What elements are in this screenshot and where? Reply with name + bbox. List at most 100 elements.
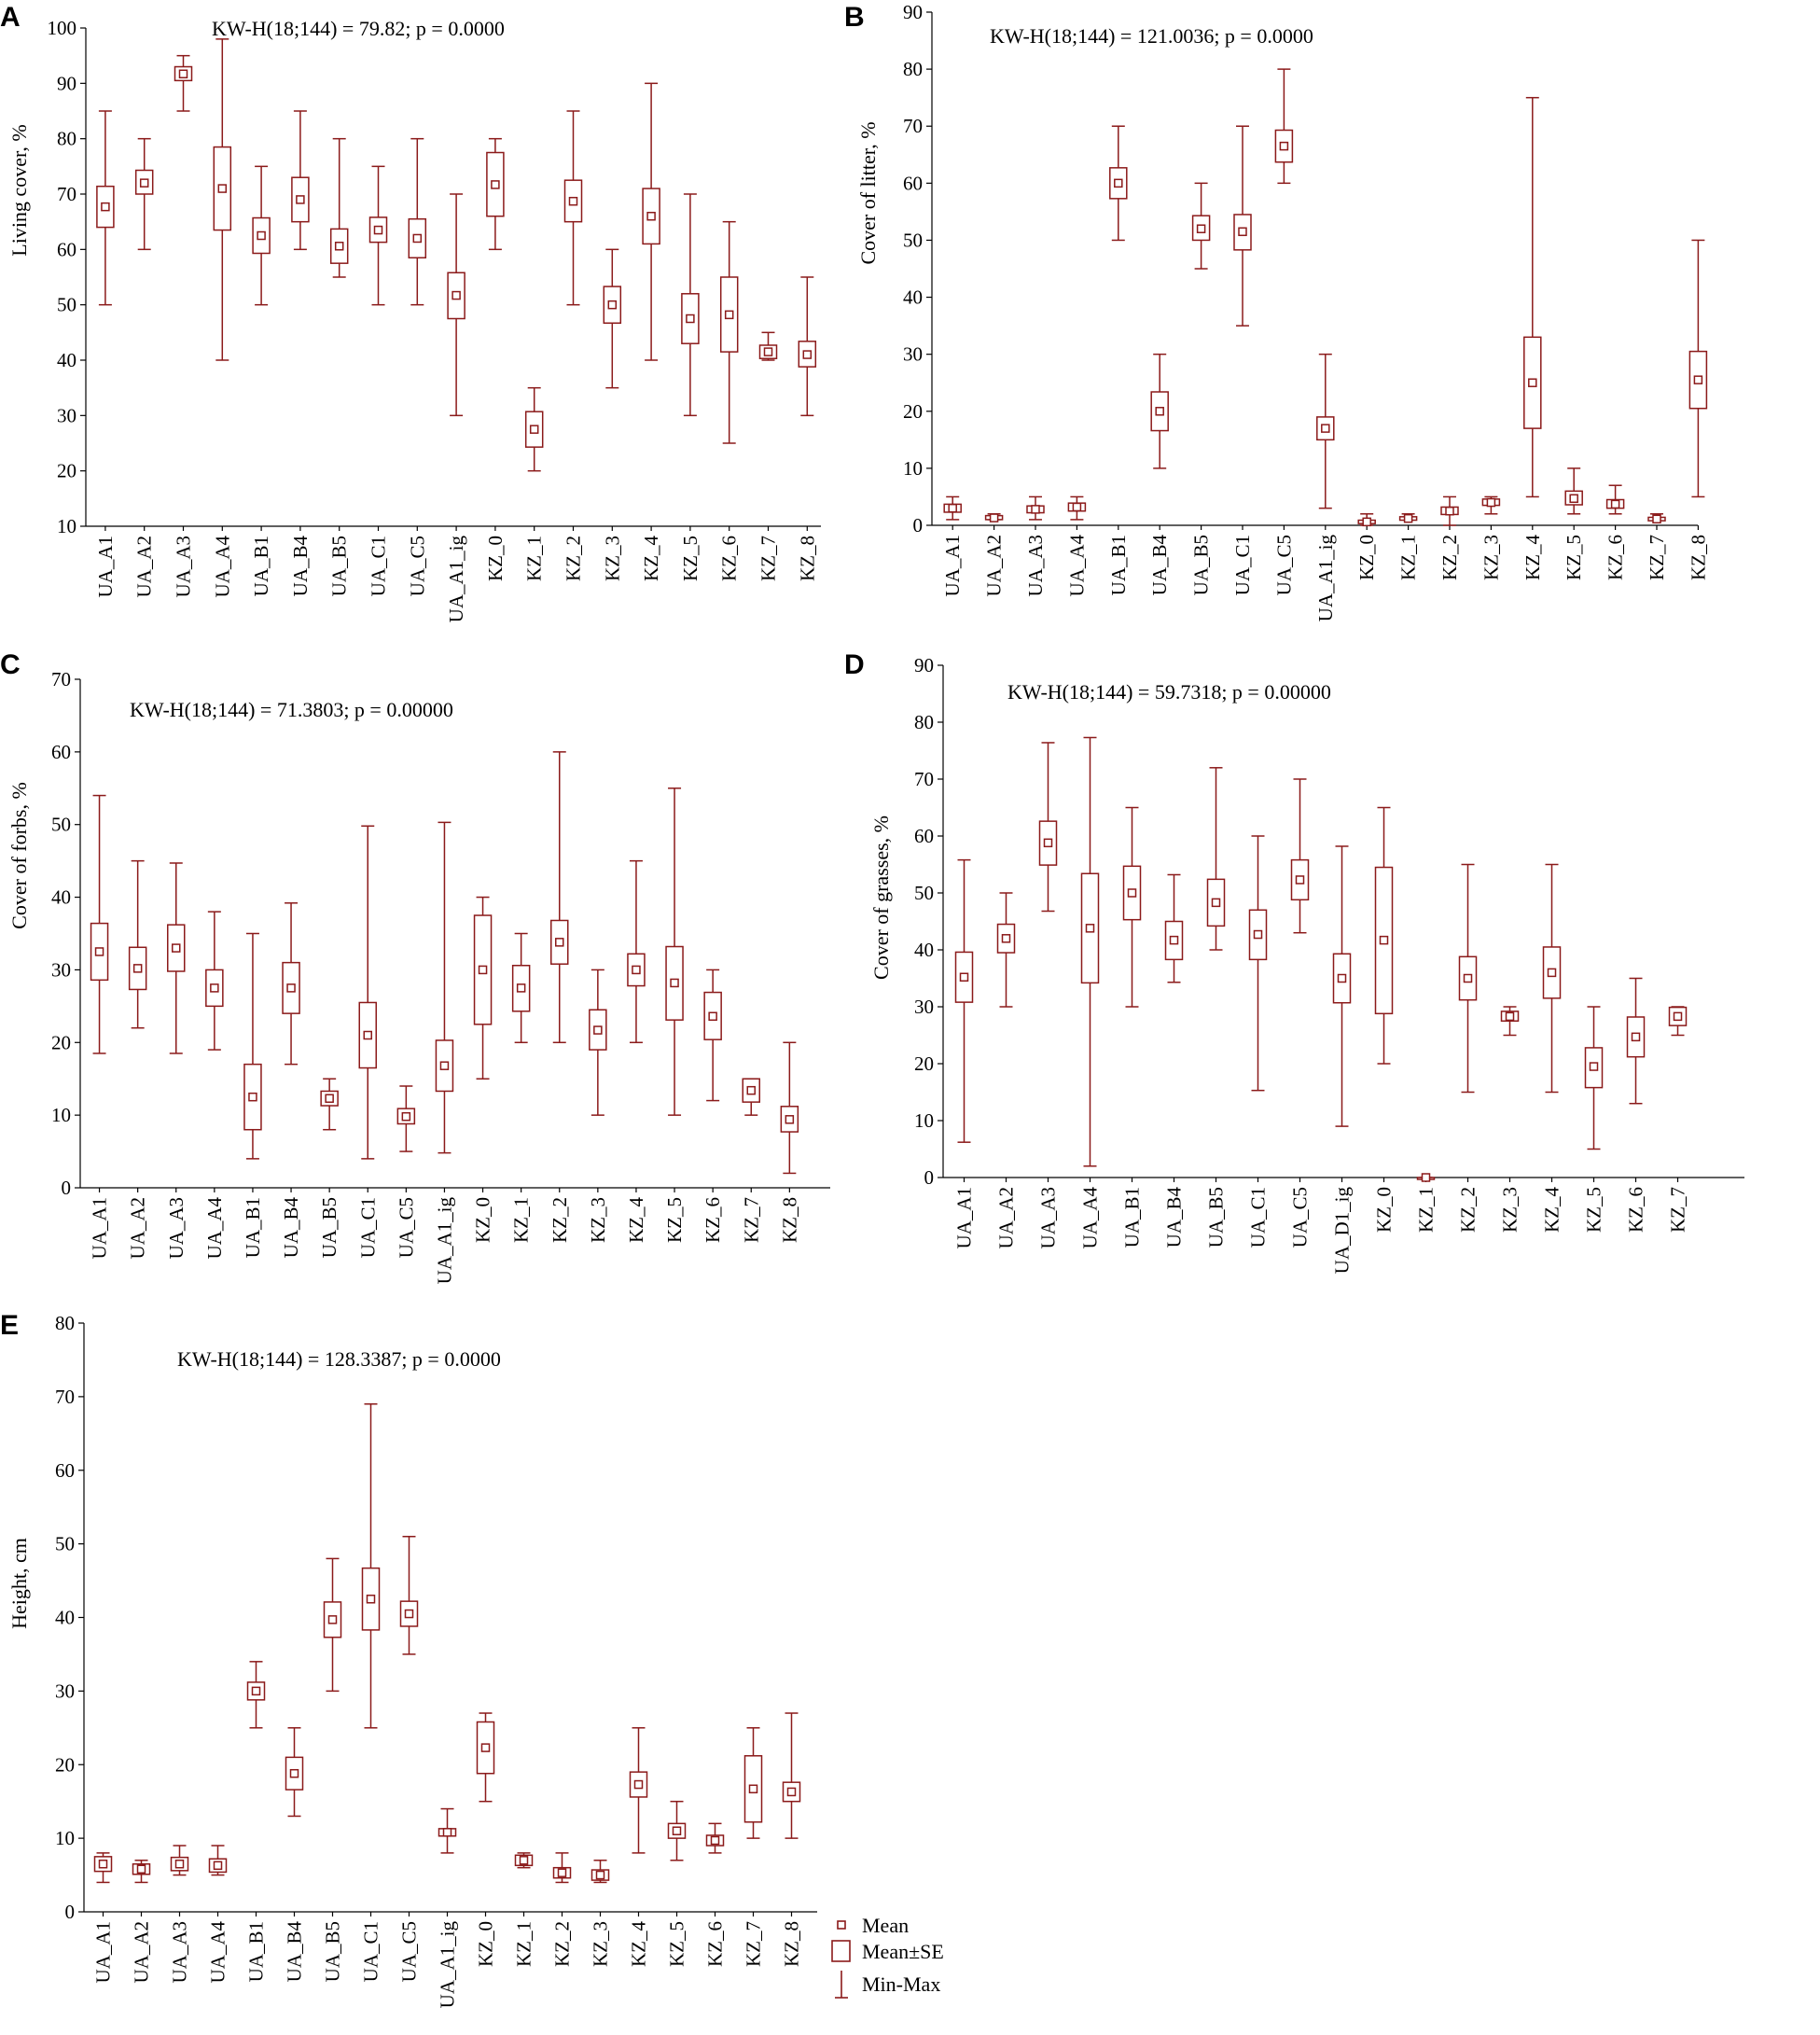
- mean-marker: [439, 1061, 450, 1070]
- mean-marker: [213, 1861, 223, 1871]
- y-tick-label: 20: [55, 1753, 75, 1776]
- box-kz-6: [705, 1822, 725, 1854]
- mean-marker: [210, 983, 219, 993]
- mean-marker: [217, 184, 228, 193]
- box-ua-a4: [1080, 736, 1100, 1167]
- y-tick-label: 20: [903, 400, 923, 423]
- x-tick-label: UA_A2: [995, 1187, 1018, 1249]
- x-tick-label: UA_B5: [322, 1921, 344, 1982]
- mean-marker: [139, 178, 149, 188]
- mean-marker: [172, 943, 181, 953]
- x-tick-label: UA_C1: [360, 1921, 382, 1982]
- x-tick-label: KZ_5: [663, 1197, 686, 1243]
- mean-marker: [248, 1092, 257, 1102]
- box-kz-6: [1626, 977, 1646, 1105]
- x-tick-label: UA_C5: [395, 1197, 417, 1258]
- box-kz-0: [1374, 806, 1394, 1065]
- x-tick-label: UA_B1: [1107, 535, 1130, 595]
- mean-marker: [412, 233, 423, 244]
- x-tick-label: KZ_7: [743, 1921, 765, 1967]
- y-tick-label: 30: [57, 404, 76, 426]
- mean-marker: [1072, 502, 1082, 512]
- x-tick-label: KZ_2: [563, 536, 585, 581]
- mean-marker: [746, 1085, 756, 1095]
- y-tick-label: 0: [924, 1166, 935, 1189]
- y-tick-label: 10: [51, 1104, 71, 1126]
- mean-marker: [1238, 227, 1247, 237]
- y-tick-label: 80: [914, 711, 934, 733]
- panel-b: B KW-H(18;144) = 121.0036; p = 0.0000 Co…: [844, 1, 1709, 621]
- x-tick-label: KZ_4: [1521, 535, 1544, 580]
- x-tick-label: UA_B1: [250, 536, 272, 596]
- y-tick-label: 70: [903, 115, 923, 137]
- y-tick-label: 60: [914, 825, 934, 847]
- box-ua-a1: [943, 495, 962, 521]
- mean-marker: [786, 1787, 797, 1797]
- box-kz-4: [1542, 863, 1562, 1094]
- panel-a-letter: A: [0, 2, 21, 33]
- mean-marker: [401, 1111, 411, 1122]
- panel-d-letter: D: [844, 649, 865, 680]
- mean-marker: [1610, 499, 1620, 509]
- box-kz-3: [603, 248, 622, 389]
- x-tick-label: KZ_8: [1687, 535, 1709, 580]
- mean-marker: [1569, 494, 1578, 504]
- x-tick-label: KZ_4: [640, 536, 662, 581]
- x-tick-label: UA_A4: [1079, 1187, 1102, 1249]
- y-tick-label: 70: [51, 668, 71, 690]
- mean-marker: [529, 425, 539, 434]
- x-tick-label: KZ_0: [475, 1921, 497, 1967]
- box-ua-a4: [1067, 495, 1087, 521]
- x-tick-label: KZ_5: [666, 1921, 688, 1967]
- x-tick-label: UA_A4: [207, 1921, 229, 1984]
- box-ua-b1: [1122, 806, 1142, 1008]
- x-tick-label: UA_A2: [127, 1197, 149, 1260]
- legend-mean-marker: [837, 1920, 846, 1930]
- x-tick-label: KZ_6: [702, 1197, 724, 1243]
- box-kz-4: [627, 859, 646, 1044]
- box-ua-c5: [1274, 68, 1294, 185]
- box-ua-a2: [134, 137, 154, 251]
- x-tick-label: UA_C1: [356, 1197, 379, 1258]
- x-tick-label: KZ_5: [1583, 1187, 1605, 1233]
- box-ua-b1: [1109, 125, 1128, 242]
- mean-marker: [1321, 424, 1330, 433]
- x-tick-label: KZ_6: [1605, 535, 1627, 580]
- mean-marker: [480, 1743, 491, 1752]
- x-tick-label: KZ_3: [587, 1197, 609, 1243]
- x-tick-label: KZ_1: [1397, 535, 1420, 580]
- x-tick-label: UA_A4: [1065, 535, 1088, 597]
- mean-marker: [94, 947, 104, 956]
- mean-marker: [98, 1859, 108, 1869]
- mean-marker: [1403, 513, 1413, 523]
- panel-c-stat: KW-H(18;144) = 71.3803; p = 0.00000: [130, 698, 453, 721]
- x-tick-label: KZ_3: [1499, 1187, 1521, 1233]
- mean-marker: [1043, 838, 1053, 848]
- x-tick-label: UA_A3: [173, 536, 195, 598]
- box-ua-a1: [90, 794, 109, 1054]
- x-tick-label: UA_A1_ig: [1314, 535, 1337, 622]
- x-tick-label: KZ_0: [484, 536, 507, 581]
- mean-marker: [334, 242, 344, 251]
- y-tick-label: 0: [913, 514, 924, 537]
- x-tick-label: UA_A1_ig: [433, 1197, 455, 1285]
- mean-marker: [136, 1864, 146, 1875]
- panel-c-y-axis-label: Cover of forbs, %: [7, 782, 31, 929]
- y-tick-label: 80: [55, 1312, 75, 1334]
- box-ua-b5: [323, 1557, 342, 1693]
- y-tick-label: 40: [903, 286, 923, 309]
- x-tick-label: KZ_2: [1457, 1187, 1480, 1233]
- mean-marker: [1114, 178, 1123, 188]
- box-kz-2: [1458, 863, 1478, 1094]
- mean-marker: [1211, 898, 1221, 908]
- box-ua-b1: [252, 165, 271, 306]
- x-tick-label: UA_A3: [1024, 535, 1047, 597]
- box-ua-a4: [208, 1845, 228, 1876]
- mean-marker: [557, 1868, 567, 1877]
- x-tick-label: KZ_4: [628, 1921, 650, 1967]
- box-kz-7: [1647, 513, 1666, 524]
- mean-marker: [686, 314, 695, 324]
- x-tick-label: KZ_6: [704, 1921, 727, 1967]
- y-tick-label: 30: [55, 1680, 75, 1702]
- x-tick-label: UA_A1: [94, 536, 117, 598]
